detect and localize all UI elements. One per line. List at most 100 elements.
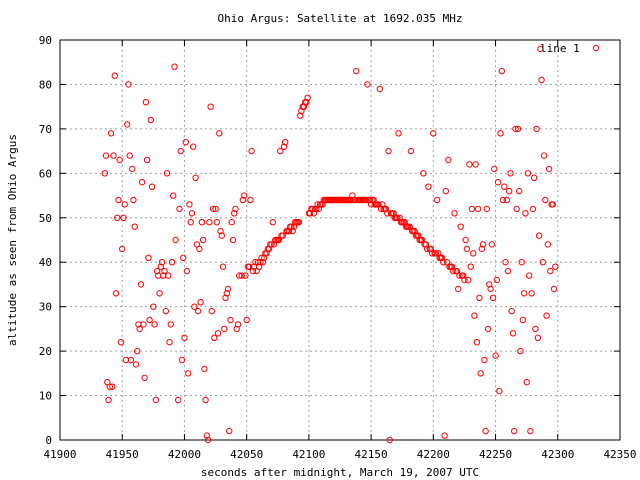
data-point [172,236,179,244]
y-axis-label: altitude as seen from Ohio Argus [6,134,19,346]
data-point [114,214,121,222]
data-point [177,147,184,155]
data-point [494,179,502,186]
data-point [496,387,503,395]
y-tick-label: 50 [39,212,52,225]
data-point [303,99,310,106]
data-point [183,267,191,275]
data-point [145,254,152,261]
data-point [430,130,437,137]
data-point [472,161,479,168]
data-point [212,205,219,213]
data-point [117,339,125,346]
data-point [466,161,473,168]
data-point [236,272,243,279]
data-point [171,63,178,70]
data-point [185,370,192,377]
y-tick-label: 70 [39,123,52,136]
data-point [519,316,527,324]
data-point [165,272,172,279]
x-tick-label: 42000 [168,448,201,461]
data-point [259,259,266,266]
data-point [120,214,127,222]
data-point [477,370,484,377]
data-point [280,143,288,150]
data-point [474,205,482,213]
data-point [111,72,119,79]
data-point [489,294,497,301]
data-point [277,147,284,155]
data-point [441,432,448,439]
data-point [188,210,196,217]
data-point [526,272,533,279]
data-point [191,303,198,310]
data-point [470,250,477,257]
data-point [492,352,499,359]
data-point [540,152,548,159]
data-point [122,356,130,364]
data-point [550,285,558,293]
data-point [175,396,182,404]
data-point [420,170,427,177]
data-point [533,125,540,133]
data-point [124,121,131,128]
data-point [214,330,222,337]
data-point [539,259,546,266]
data-point [181,334,188,341]
legend: line 1 [540,42,600,55]
data-point [238,272,245,279]
data-point [112,290,120,297]
y-tick-label: 20 [39,345,52,358]
data-point [455,285,462,293]
data-point [473,339,481,346]
data-point [523,379,530,386]
data-point [226,427,233,435]
x-tick-label: 42250 [479,448,512,461]
data-point [499,196,507,204]
data-point [501,183,508,190]
data-point [460,272,467,279]
data-point [116,156,123,164]
data-point [542,196,549,204]
data-point [407,147,415,155]
data-point [121,201,128,208]
data-point [528,290,535,297]
data-point [532,325,539,333]
data-point [297,112,304,119]
data-point [288,223,295,230]
data-point [216,130,223,137]
data-point [438,254,446,261]
data-point [137,281,145,288]
data-point [255,263,263,270]
data-point [385,147,392,155]
data-point [247,196,254,204]
data-point [433,196,441,204]
x-tick-label: 41900 [43,448,76,461]
data-point [207,103,214,110]
x-tick-label: 42300 [541,448,574,461]
data-point [229,236,237,244]
data-point [268,241,275,248]
data-point [187,219,194,226]
data-point [134,347,141,355]
data-point [376,85,383,93]
data-point [231,210,238,217]
data-point [521,290,528,297]
data-point [484,325,492,333]
data-point [425,183,432,190]
data-point [211,334,218,341]
data-point [198,219,206,226]
data-point [258,254,265,261]
data-point [534,334,542,341]
data-point [364,81,371,88]
data-point [166,339,173,346]
y-tick-label: 10 [39,390,52,403]
x-tick-label: 42200 [417,448,450,461]
data-point [257,259,264,266]
data-point [547,267,554,275]
data-point [180,254,187,261]
data-point [504,267,512,275]
data-point [538,76,545,84]
data-point [249,267,257,275]
